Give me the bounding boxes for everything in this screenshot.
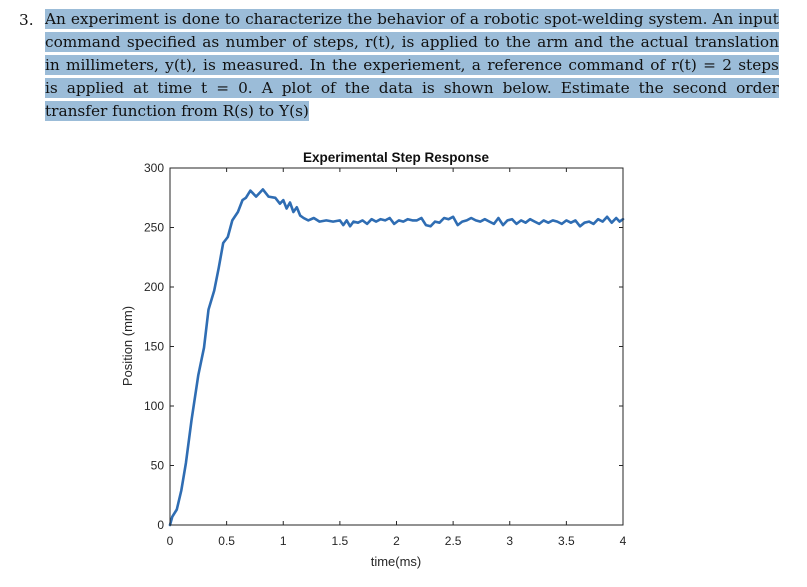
problem-line-2: command specified as number of steps, r(t), is a… <box>45 32 779 52</box>
svg-text:1: 1 <box>280 534 287 548</box>
plot-area <box>170 168 623 525</box>
step-response-line <box>168 188 625 527</box>
problem-number: 3. <box>19 11 34 29</box>
svg-text:3.5: 3.5 <box>558 534 575 548</box>
svg-text:50: 50 <box>151 459 165 473</box>
svg-text:0: 0 <box>167 534 174 548</box>
svg-text:0.5: 0.5 <box>218 534 235 548</box>
svg-text:200: 200 <box>144 280 164 294</box>
svg-text:1.5: 1.5 <box>332 534 349 548</box>
axes-frame <box>169 167 624 526</box>
y-tick-labels: 0 50 100 150 200 250 300 <box>144 161 164 532</box>
svg-text:150: 150 <box>144 340 164 354</box>
svg-text:2: 2 <box>393 534 400 548</box>
problem-line-3: in millimeters, y(t), is measured. In the exper… <box>45 55 779 75</box>
svg-text:4: 4 <box>620 534 627 548</box>
x-axis-label: time(ms) <box>371 554 422 569</box>
chart-title: Experimental Step Response <box>303 150 490 165</box>
svg-text:0: 0 <box>157 518 164 532</box>
y-axis-label: Position (mm) <box>120 306 135 386</box>
svg-text:300: 300 <box>144 161 164 175</box>
x-tick-labels: 0 0.5 1 1.5 2 2.5 3 3.5 4 <box>167 534 627 548</box>
problem-line-5: transfer function from R(s) to Y(s) <box>45 101 309 121</box>
svg-text:100: 100 <box>144 399 164 413</box>
problem-line-1: An experiment is done to characterize the behav… <box>45 9 779 29</box>
svg-text:3: 3 <box>506 534 513 548</box>
svg-text:2.5: 2.5 <box>445 534 462 548</box>
svg-text:250: 250 <box>144 221 164 235</box>
